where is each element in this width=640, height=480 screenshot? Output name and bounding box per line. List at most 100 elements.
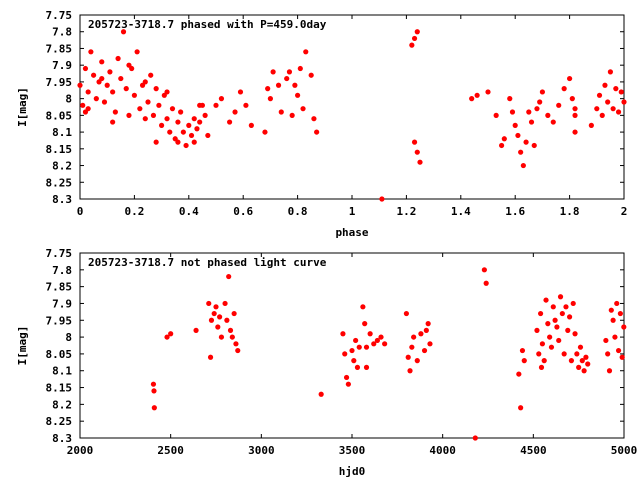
unphased-data-point (151, 405, 157, 411)
phased-data-point (572, 129, 578, 135)
unphased-data-point (235, 347, 241, 354)
phased-data-point (265, 86, 271, 92)
phased-data-point (569, 96, 575, 102)
unphased-x-tick-label: 5000 (611, 444, 638, 457)
unphased-data-point (382, 341, 388, 347)
phased-data-point (300, 106, 306, 112)
phased-data-point (561, 86, 567, 92)
unphased-data-point (360, 304, 366, 310)
unphased-data-point (557, 294, 564, 300)
unphased-data-point (619, 354, 625, 360)
phased-data-point (534, 106, 540, 112)
phased-y-tick-label: 7.75 (46, 9, 73, 22)
phased-data-point (607, 69, 614, 75)
unphased-y-tick-label: 7.95 (46, 314, 73, 327)
phased-data-point (131, 92, 137, 98)
phased-data-point (409, 42, 415, 48)
unphased-data-point (231, 310, 237, 317)
unphased-data-point (603, 337, 609, 344)
phased-x-tick-label: 0.2 (124, 205, 144, 218)
phased-data-point (126, 112, 132, 118)
phased-data-point (188, 132, 195, 139)
phased-y-tick-label: 7.95 (46, 76, 73, 89)
phased-data-point (175, 119, 181, 125)
unphased-plot-title: 205723-3718.7 not phased light curve (88, 256, 327, 269)
unphased-data-point (548, 344, 555, 350)
phased-x-tick-label: 1.4 (451, 205, 471, 218)
phased-data-point (110, 89, 116, 95)
unphased-data-point (351, 358, 357, 364)
phased-axis-ticks: 0 0.2 0.4 0.6 0.8 1 1.2 1.4 1.6 1.8 2 7.75 7.8 7.85 7.… (46, 9, 628, 218)
unphased-y-tick-label: 8.25 (46, 415, 73, 428)
phased-data-point (556, 102, 562, 108)
phased-data-point (156, 102, 162, 108)
unphased-data-point (521, 358, 527, 364)
unphased-data-point (343, 374, 350, 381)
unphased-data-point (353, 337, 359, 344)
phased-data-point (303, 49, 309, 55)
phased-data-point (107, 69, 113, 75)
phased-y-tick-label: 8.1 (52, 126, 72, 139)
phased-data-point (311, 116, 317, 122)
phased-data-point (88, 49, 94, 55)
unphased-y-tick-label: 7.8 (52, 264, 72, 277)
phased-light-curve-panel: 0 0.2 0.4 0.6 0.8 1 1.2 1.4 1.6 1.8 2 7.75 7.8 7.85 7.… (16, 9, 627, 239)
phased-data-point (99, 59, 105, 65)
unphased-data-point (421, 347, 428, 354)
phased-data-point (602, 82, 608, 88)
phased-data-point (594, 106, 600, 112)
phased-data-point (115, 55, 121, 62)
phased-data-point (205, 132, 211, 139)
phased-data-point (507, 96, 513, 102)
phased-data-point (137, 106, 143, 112)
unphased-data-point (576, 364, 582, 370)
phased-data-point (295, 92, 301, 98)
phased-data-point (523, 139, 529, 145)
unphased-data-point (534, 327, 540, 333)
unphased-data-point (585, 361, 591, 367)
phased-data-point (120, 29, 127, 35)
unphased-data-point (547, 334, 553, 340)
unphased-data-point (411, 334, 417, 340)
unphased-data-point (206, 300, 212, 307)
phased-x-tick-label: 1.2 (396, 205, 416, 218)
unphased-data-point (354, 364, 361, 370)
phased-x-axis-label: phase (335, 226, 368, 239)
unphased-data-point (356, 344, 362, 350)
unphased-data-point (378, 334, 384, 340)
unphased-data-point (207, 354, 214, 360)
unphased-data-point (565, 327, 571, 333)
unphased-data-point (371, 341, 377, 347)
unphased-data-point (583, 354, 589, 360)
phased-data-point (267, 96, 273, 102)
unphased-data-point (403, 310, 409, 317)
unphased-data-point (606, 368, 613, 374)
unphased-data-point (483, 280, 489, 286)
phased-data-point (80, 102, 86, 108)
unphased-y-tick-label: 8.3 (52, 432, 72, 445)
phased-data-point (191, 139, 197, 145)
phased-data-point (618, 89, 624, 95)
unphased-data-point (193, 327, 199, 333)
phased-data-point (286, 69, 293, 75)
unphased-x-axis-label: hjd0 (339, 465, 366, 478)
phased-data-point (169, 106, 176, 112)
phased-data-point (191, 116, 197, 122)
unphased-data-point (367, 331, 373, 337)
unphased-data-point (425, 321, 431, 327)
unphased-data-point (612, 334, 618, 340)
unphased-data-point (217, 314, 223, 320)
phased-data-point (118, 75, 124, 82)
phased-data-point (202, 112, 208, 118)
unphased-x-tick-label: 4000 (429, 444, 456, 457)
phased-data-point (77, 82, 83, 88)
phased-data-point (180, 129, 186, 135)
unphased-data-point (572, 331, 578, 337)
phased-data-point (175, 139, 181, 145)
phased-data-point (150, 112, 157, 118)
phased-data-point (243, 102, 249, 108)
unphased-data-point (229, 334, 235, 340)
phased-data-point (417, 159, 423, 165)
phased-data-point (237, 89, 244, 95)
